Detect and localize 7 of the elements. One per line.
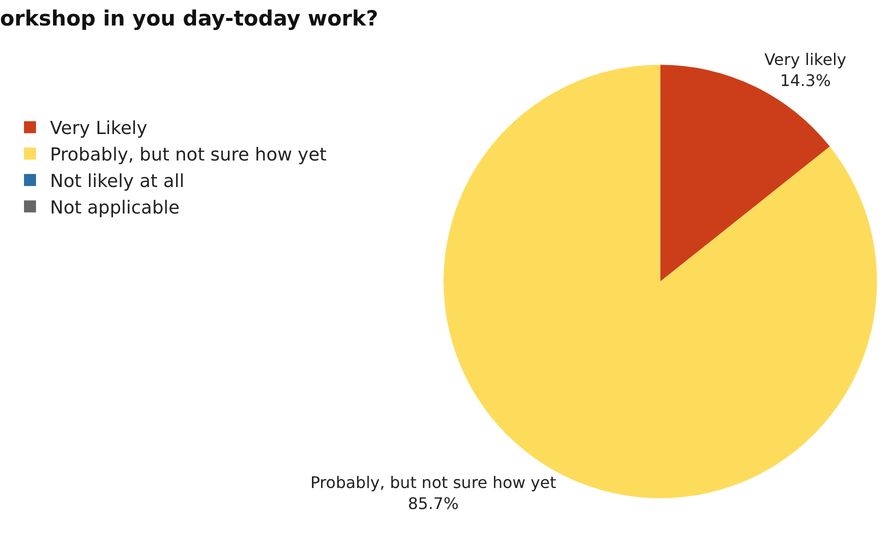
- legend-label: Not applicable: [50, 197, 180, 218]
- legend-label: Not likely at all: [50, 171, 184, 192]
- legend-label: Probably, but not sure how yet: [50, 144, 327, 166]
- data-label: Probably, but not sure how yet 85.7%: [310, 472, 556, 513]
- chart-title: orkshop in you day-today work?: [0, 6, 378, 31]
- legend-label: Very Likely: [50, 118, 148, 140]
- data-label: Very likely 14.3%: [764, 50, 846, 90]
